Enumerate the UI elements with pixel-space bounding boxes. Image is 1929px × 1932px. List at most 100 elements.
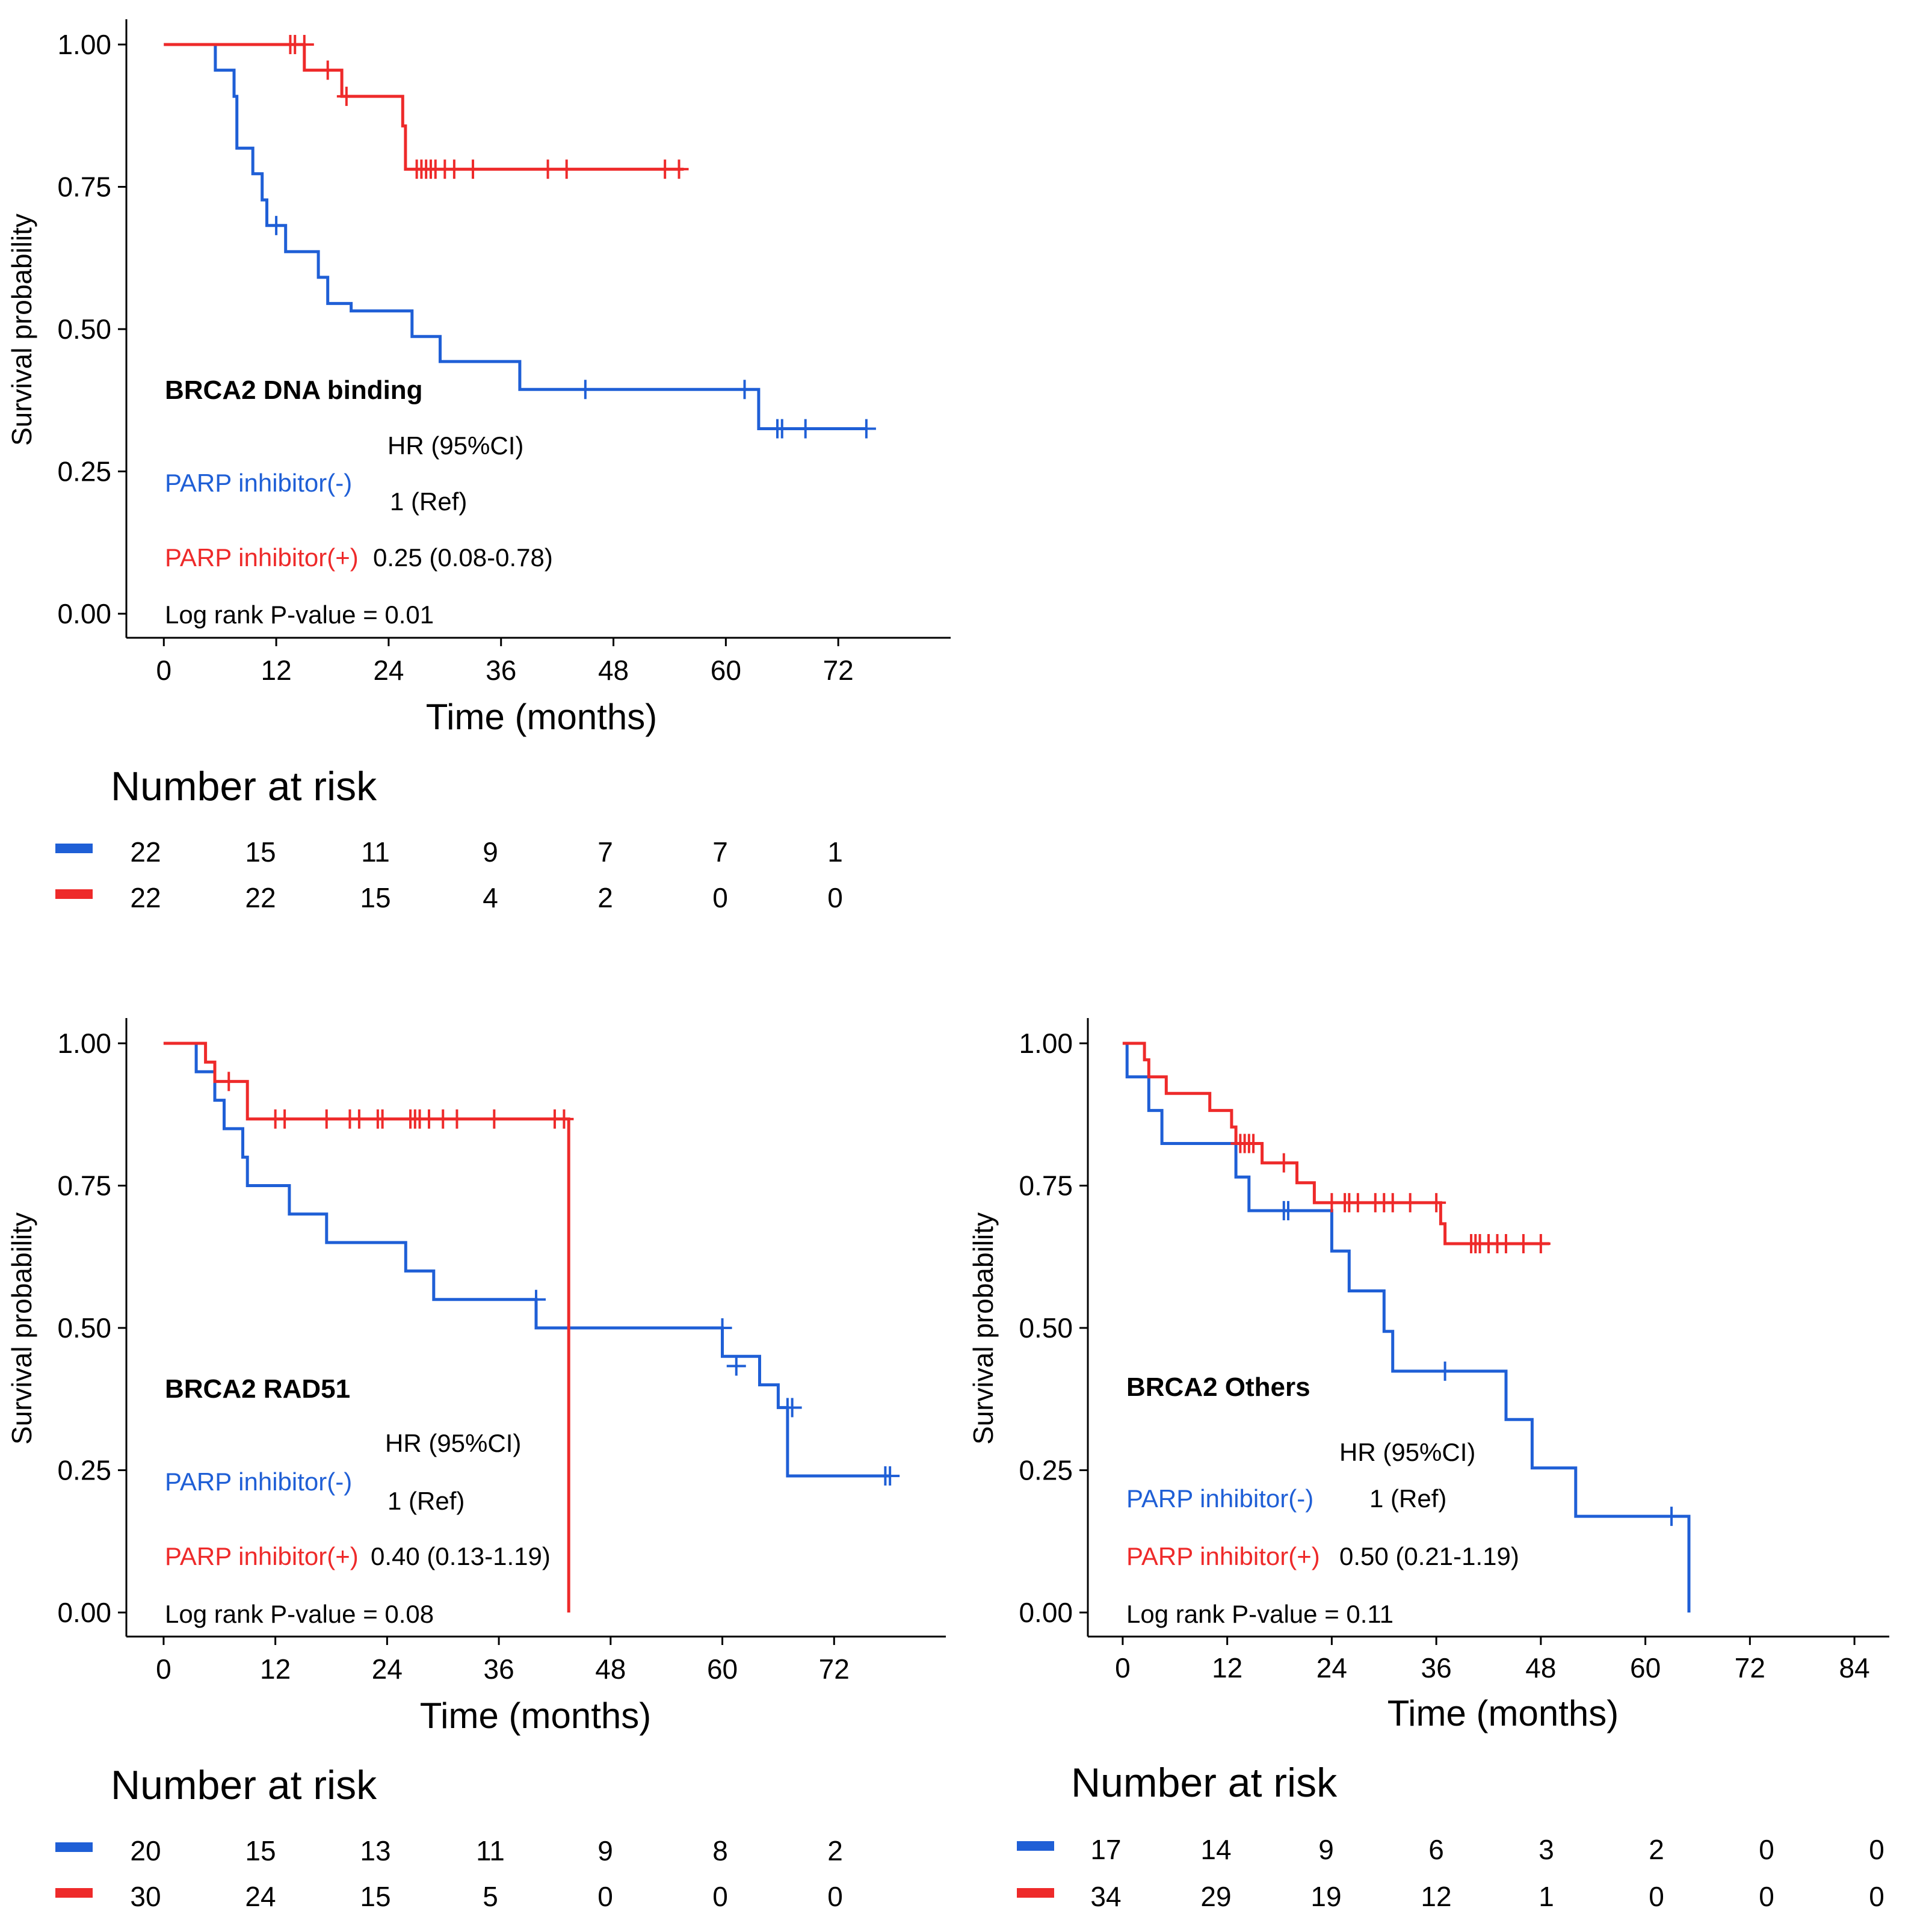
risk-count-negative: 3 (1539, 1834, 1554, 1865)
risk-count-positive: 0 (597, 1881, 613, 1912)
risk-count-negative: 0 (1759, 1834, 1774, 1865)
risk-row-swatch-positive (55, 889, 93, 899)
x-tick-label: 12 (261, 655, 292, 686)
y-tick-label: 0.50 (57, 1312, 111, 1344)
risk-count-positive: 22 (245, 882, 276, 913)
log-rank-pvalue: Log rank P-value = 0.11 (1126, 1600, 1394, 1628)
y-tick-label: 0.50 (1019, 1312, 1073, 1344)
km-curve-parp-positive (164, 43, 684, 171)
risk-count-negative: 20 (130, 1835, 161, 1866)
risk-count-positive: 0 (1649, 1881, 1664, 1912)
risk-row-swatch-negative (55, 1842, 93, 1852)
x-tick-label: 36 (486, 655, 516, 686)
hr-positive-value: 0.50 (0.21-1.19) (1339, 1542, 1519, 1570)
km-panel-rad51: Survival probability Time (months) BRCA2… (6, 1018, 946, 1912)
y-tick-label: 0.00 (57, 598, 111, 629)
panel-title: BRCA2 Others (1126, 1372, 1310, 1402)
risk-count-positive: 4 (483, 882, 498, 913)
x-tick-label: 72 (1735, 1652, 1765, 1684)
risk-count-negative: 9 (597, 1835, 613, 1866)
legend-negative-label: PARP inhibitor(-) (165, 1468, 352, 1496)
x-tick-label: 24 (372, 1653, 403, 1685)
y-tick-label: 0.25 (57, 456, 111, 487)
x-tick-label: 12 (260, 1653, 291, 1685)
hr-header: HR (95%CI) (385, 1429, 521, 1457)
x-axis-label: Time (months) (1387, 1693, 1619, 1733)
risk-count-positive: 12 (1421, 1881, 1451, 1912)
risk-count-positive: 29 (1200, 1881, 1231, 1912)
km-panel-others: Survival probability Time (months) BRCA2… (968, 1018, 1889, 1912)
legend-positive-label: PARP inhibitor(+) (1126, 1542, 1320, 1570)
risk-row-swatch-positive (55, 1888, 93, 1898)
risk-count-positive: 0 (827, 1881, 843, 1912)
risk-count-positive: 22 (130, 882, 161, 913)
risk-count-negative: 9 (483, 836, 498, 868)
x-tick-label: 60 (707, 1653, 738, 1685)
risk-count-negative: 1 (827, 836, 843, 868)
x-tick-label: 12 (1212, 1652, 1242, 1684)
x-tick-label: 72 (823, 655, 854, 686)
risk-count-negative: 6 (1428, 1834, 1444, 1865)
x-tick-label: 48 (595, 1653, 626, 1685)
x-tick-label: 24 (373, 655, 404, 686)
hr-negative-value: 1 (Ref) (1369, 1484, 1446, 1513)
y-axis-label: Survival probability (6, 214, 37, 446)
risk-count-negative: 7 (597, 836, 613, 868)
risk-count-positive: 15 (360, 882, 390, 913)
risk-count-negative: 15 (245, 836, 276, 868)
risk-count-positive: 24 (245, 1881, 276, 1912)
risk-row-swatch-negative (1017, 1841, 1054, 1851)
y-tick-label: 1.00 (1019, 1028, 1073, 1059)
y-tick-label: 0.75 (57, 1170, 111, 1202)
hr-header: HR (95%CI) (387, 431, 523, 460)
hr-negative-value: 1 (Ref) (390, 487, 467, 516)
hr-negative-value: 1 (Ref) (387, 1487, 465, 1515)
log-rank-pvalue: Log rank P-value = 0.01 (165, 600, 434, 629)
risk-count-negative: 11 (361, 836, 390, 868)
risk-table-title: Number at risk (1071, 1760, 1338, 1806)
risk-count-negative: 2 (827, 1835, 843, 1866)
x-tick-label: 48 (598, 655, 629, 686)
y-axis-label: Survival probability (968, 1212, 999, 1445)
y-tick-label: 0.50 (57, 313, 111, 345)
risk-count-positive: 34 (1090, 1881, 1121, 1912)
risk-count-negative: 7 (712, 836, 728, 868)
x-tick-label: 0 (156, 655, 171, 686)
risk-count-negative: 13 (360, 1835, 390, 1866)
x-tick-label: 60 (711, 655, 741, 686)
y-tick-label: 0.25 (1019, 1455, 1073, 1486)
x-tick-label: 48 (1525, 1652, 1556, 1684)
x-axis-label: Time (months) (420, 1696, 652, 1736)
risk-count-positive: 15 (360, 1881, 390, 1912)
legend-positive-label: PARP inhibitor(+) (165, 1542, 359, 1570)
risk-count-positive: 5 (483, 1881, 498, 1912)
risk-count-negative: 2 (1649, 1834, 1664, 1865)
y-tick-label: 1.00 (57, 1028, 111, 1059)
risk-count-positive: 0 (827, 882, 843, 913)
risk-count-negative: 8 (712, 1835, 728, 1866)
km-curve-parp-negative (163, 1042, 890, 1478)
log-rank-pvalue: Log rank P-value = 0.08 (165, 1600, 434, 1628)
km-curve-parp-negative (1122, 1042, 1691, 1613)
x-tick-label: 36 (484, 1653, 514, 1685)
risk-count-positive: 0 (1759, 1881, 1774, 1912)
y-tick-label: 0.00 (1019, 1597, 1073, 1628)
x-tick-label: 24 (1316, 1652, 1347, 1684)
legend-negative-label: PARP inhibitor(-) (1126, 1484, 1313, 1513)
risk-row-swatch-negative (55, 844, 93, 853)
risk-row-swatch-positive (1017, 1888, 1054, 1898)
hr-header: HR (95%CI) (1339, 1438, 1475, 1466)
risk-count-negative: 11 (476, 1835, 505, 1866)
panel-title: BRCA2 RAD51 (165, 1374, 350, 1404)
legend-negative-label: PARP inhibitor(-) (165, 469, 352, 497)
hr-positive-value: 0.40 (0.13-1.19) (371, 1542, 551, 1570)
risk-count-negative: 0 (1869, 1834, 1884, 1865)
km-panel-dna-binding: Survival probability Time (months) BRCA2… (6, 19, 951, 913)
x-tick-label: 0 (156, 1653, 171, 1685)
y-axis-label: Survival probability (6, 1212, 37, 1445)
km-curve-parp-positive (1122, 1042, 1550, 1245)
risk-count-positive: 30 (130, 1881, 161, 1912)
risk-count-negative: 15 (245, 1835, 276, 1866)
y-tick-label: 0.00 (57, 1597, 111, 1628)
